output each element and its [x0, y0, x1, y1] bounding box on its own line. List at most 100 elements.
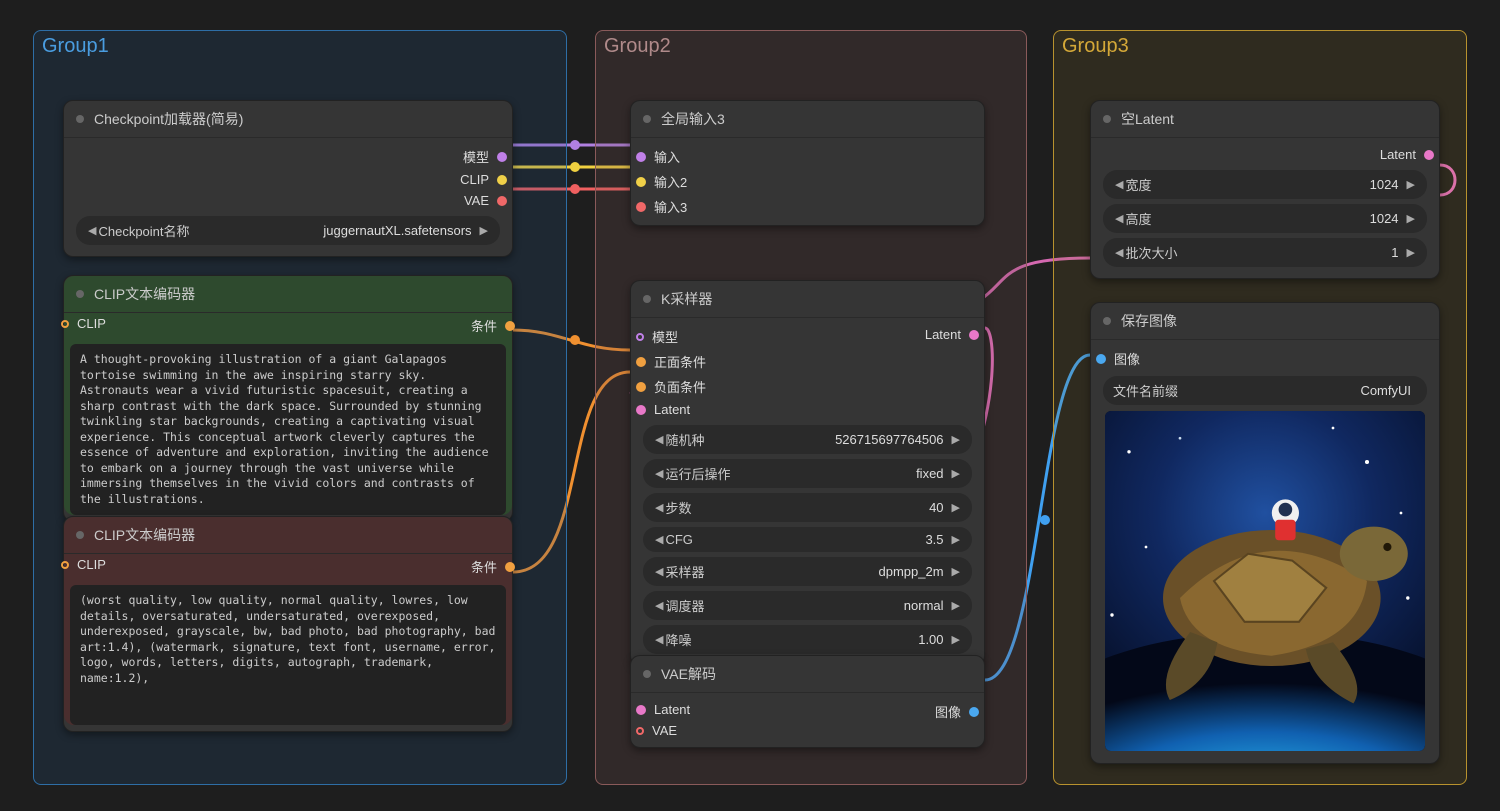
ksampler-widget-6[interactable]: ◀降噪1.00▶ — [643, 625, 972, 654]
node-vae-decode[interactable]: VAE解码 Latent VAE 图像 — [630, 655, 985, 748]
node-title: 全局输入3 — [661, 109, 725, 129]
output-label: VAE — [464, 193, 489, 208]
chevron-left-icon[interactable]: ◀ — [653, 633, 665, 646]
collapse-icon[interactable] — [643, 670, 651, 678]
output-label: 模型 — [463, 147, 489, 166]
group-2-label: Group2 — [604, 35, 671, 58]
collapse-icon[interactable] — [643, 295, 651, 303]
input-label: Latent — [654, 702, 690, 717]
chevron-right-icon[interactable]: ▶ — [1405, 178, 1417, 191]
chevron-right-icon[interactable]: ▶ — [950, 565, 962, 578]
ksampler-widget-5[interactable]: ◀调度器normal▶ — [643, 591, 972, 620]
latent-widget-0[interactable]: ◀宽度1024▶ — [1103, 170, 1427, 199]
ksampler-widget-0[interactable]: ◀随机种526715697764506▶ — [643, 425, 972, 454]
node-checkpoint-loader[interactable]: Checkpoint加载器(简易) 模型 CLIP VAE ◀ Checkpoi… — [63, 100, 513, 257]
input-port-clip[interactable] — [61, 320, 69, 328]
output-port-clip[interactable] — [497, 175, 507, 185]
filename-prefix-widget[interactable]: 文件名前缀 ComfyUI — [1103, 376, 1427, 405]
ksampler-widget-1[interactable]: ◀运行后操作fixed▶ — [643, 459, 972, 488]
input-port-negative[interactable] — [636, 382, 646, 392]
node-clip-text-positive[interactable]: CLIP文本编码器 CLIP 条件 A thought-provoking il… — [63, 275, 513, 522]
chevron-left-icon[interactable]: ◀ — [653, 433, 665, 446]
input-port-model[interactable] — [636, 333, 644, 341]
chevron-right-icon[interactable]: ▶ — [950, 533, 962, 546]
chevron-right-icon[interactable]: ▶ — [950, 467, 962, 480]
output-label: 图像 — [935, 702, 961, 721]
chevron-right-icon[interactable]: ▶ — [950, 599, 962, 612]
input-label: CLIP — [77, 557, 106, 572]
node-title: CLIP文本编码器 — [94, 525, 195, 545]
node-ksampler[interactable]: K采样器 模型 正面条件 负面条件 Latent Latent ◀随机种5267… — [630, 280, 985, 666]
chevron-right-icon[interactable]: ▶ — [478, 224, 490, 237]
output-port-model[interactable] — [497, 152, 507, 162]
ksampler-widget-3[interactable]: ◀CFG3.5▶ — [643, 527, 972, 552]
chevron-left-icon[interactable]: ◀ — [1113, 178, 1125, 191]
collapse-icon[interactable] — [1103, 115, 1111, 123]
output-label: Latent — [925, 327, 961, 342]
output-port-image[interactable] — [969, 707, 979, 717]
group-1-label: Group1 — [42, 35, 109, 58]
input-port-3[interactable] — [636, 202, 646, 212]
chevron-right-icon[interactable]: ▶ — [1405, 212, 1417, 225]
group-3-label: Group3 — [1062, 35, 1129, 58]
ksampler-widget-4[interactable]: ◀采样器dpmpp_2m▶ — [643, 557, 972, 586]
input-port-latent[interactable] — [636, 705, 646, 715]
collapse-icon[interactable] — [76, 290, 84, 298]
input-port-positive[interactable] — [636, 357, 646, 367]
output-label: CLIP — [460, 172, 489, 187]
chevron-right-icon[interactable]: ▶ — [950, 433, 962, 446]
output-label: Latent — [1380, 147, 1416, 162]
output-label: 条件 — [471, 557, 497, 576]
collapse-icon[interactable] — [76, 115, 84, 123]
node-save-image[interactable]: 保存图像 图像 文件名前缀 ComfyUI — [1090, 302, 1440, 764]
output-port-vae[interactable] — [497, 196, 507, 206]
prompt-textarea[interactable]: A thought-provoking illustration of a gi… — [70, 344, 506, 515]
chevron-left-icon[interactable]: ◀ — [653, 501, 665, 514]
output-port-conditioning[interactable] — [505, 562, 515, 572]
input-port-2[interactable] — [636, 177, 646, 187]
node-title: 保存图像 — [1121, 311, 1177, 331]
input-label: 输入2 — [654, 172, 687, 191]
image-preview[interactable] — [1105, 411, 1425, 751]
node-title: 空Latent — [1121, 109, 1174, 129]
latent-widget-1[interactable]: ◀高度1024▶ — [1103, 204, 1427, 233]
ksampler-widget-2[interactable]: ◀步数40▶ — [643, 493, 972, 522]
input-port-image[interactable] — [1096, 354, 1106, 364]
chevron-left-icon[interactable]: ◀ — [86, 224, 98, 237]
node-global-inputs[interactable]: 全局输入3 输入 输入2 输入3 — [630, 100, 985, 226]
latent-widget-2[interactable]: ◀批次大小1▶ — [1103, 238, 1427, 267]
input-label: 模型 — [652, 327, 678, 346]
input-port-clip[interactable] — [61, 561, 69, 569]
chevron-right-icon[interactable]: ▶ — [1405, 246, 1417, 259]
negative-prompt-textarea[interactable]: (worst quality, low quality, normal qual… — [70, 585, 506, 725]
input-port-latent[interactable] — [636, 405, 646, 415]
node-empty-latent[interactable]: 空Latent Latent ◀宽度1024▶ ◀高度1024▶ ◀批次大小1▶ — [1090, 100, 1440, 279]
node-title: CLIP文本编码器 — [94, 284, 195, 304]
chevron-left-icon[interactable]: ◀ — [653, 533, 665, 546]
chevron-left-icon[interactable]: ◀ — [1113, 212, 1125, 225]
input-label: 正面条件 — [654, 352, 706, 371]
collapse-icon[interactable] — [1103, 317, 1111, 325]
collapse-icon[interactable] — [76, 531, 84, 539]
node-title: K采样器 — [661, 289, 712, 309]
input-label: 负面条件 — [654, 377, 706, 396]
checkpoint-name-widget[interactable]: ◀ Checkpoint名称 juggernautXL.safetensors … — [76, 216, 500, 245]
collapse-icon[interactable] — [643, 115, 651, 123]
node-title: Checkpoint加载器(简易) — [94, 109, 243, 129]
input-label: 图像 — [1114, 349, 1140, 368]
chevron-left-icon[interactable]: ◀ — [653, 467, 665, 480]
output-port-latent[interactable] — [969, 330, 979, 340]
node-title: VAE解码 — [661, 664, 716, 684]
chevron-right-icon[interactable]: ▶ — [950, 633, 962, 646]
node-clip-text-negative[interactable]: CLIP文本编码器 CLIP 条件 (worst quality, low qu… — [63, 516, 513, 732]
chevron-left-icon[interactable]: ◀ — [1113, 246, 1125, 259]
chevron-right-icon[interactable]: ▶ — [950, 501, 962, 514]
output-port-conditioning[interactable] — [505, 321, 515, 331]
output-port-latent[interactable] — [1424, 150, 1434, 160]
chevron-left-icon[interactable]: ◀ — [653, 599, 665, 612]
input-port-vae[interactable] — [636, 727, 644, 735]
input-port-1[interactable] — [636, 152, 646, 162]
chevron-left-icon[interactable]: ◀ — [653, 565, 665, 578]
input-label: 输入 — [654, 147, 680, 166]
input-label: Latent — [654, 402, 690, 417]
